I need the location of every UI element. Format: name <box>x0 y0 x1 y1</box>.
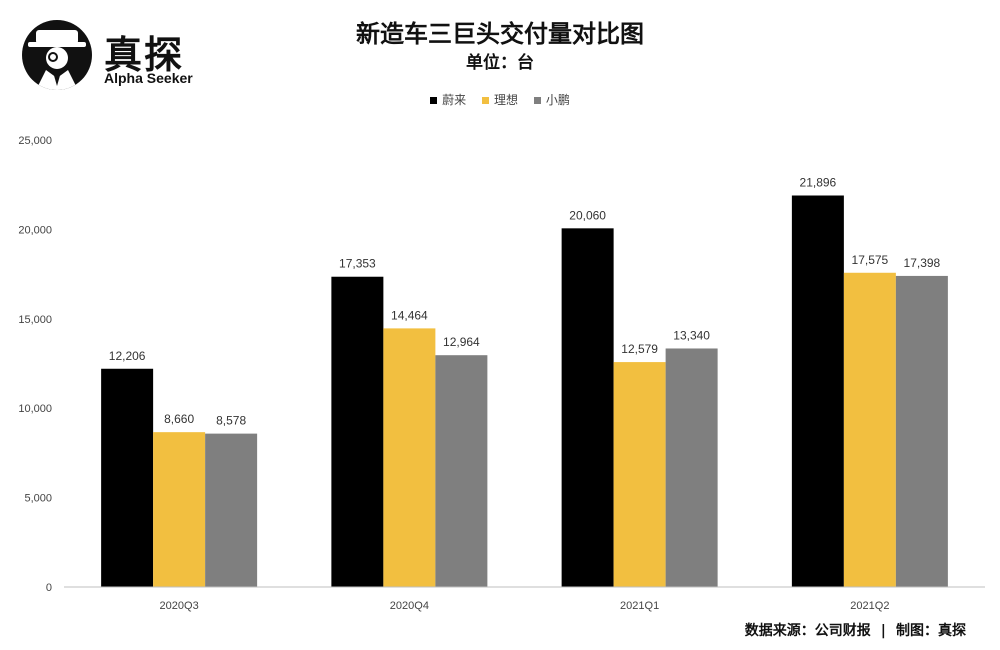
y-tick-label: 0 <box>46 582 52 594</box>
data-label: 12,579 <box>621 342 658 356</box>
bar-li <box>383 328 436 587</box>
data-label: 8,578 <box>216 414 246 428</box>
data-label: 8,660 <box>164 412 194 426</box>
data-label: 12,206 <box>109 349 146 363</box>
data-label: 21,896 <box>800 175 837 189</box>
bar-li <box>153 432 206 587</box>
bar-xpeng <box>435 355 488 587</box>
detective-logo-icon <box>22 20 92 90</box>
data-label: 17,398 <box>904 256 941 270</box>
bar-xpeng <box>205 433 258 587</box>
x-tick-label: 2021Q1 <box>620 600 659 612</box>
y-tick-label: 15,000 <box>18 314 52 326</box>
legend-label-li: 理想 <box>493 93 518 107</box>
legend-swatch-nio <box>430 97 438 104</box>
y-tick-label: 25,000 <box>18 135 52 147</box>
x-tick-label: 2020Q4 <box>390 600 429 612</box>
bar-nio <box>101 368 154 587</box>
chart-subtitle: 单位：台 <box>466 53 534 73</box>
bar-xpeng <box>665 348 718 587</box>
bar-nio <box>331 276 384 587</box>
x-tick-label: 2021Q2 <box>850 600 889 612</box>
legend-item-nio: 蔚来 <box>430 91 466 108</box>
bar-xpeng <box>895 275 948 587</box>
legend-item-xpeng: 小鹏 <box>533 91 570 108</box>
x-tick-label: 2020Q3 <box>160 600 199 612</box>
data-label: 17,575 <box>852 253 889 267</box>
data-label: 17,353 <box>339 257 376 271</box>
legend-swatch-li <box>481 97 489 104</box>
data-label: 13,340 <box>673 328 710 342</box>
data-label: 12,964 <box>443 335 480 349</box>
legend-swatch-xpeng <box>533 97 541 104</box>
data-label: 14,464 <box>391 308 428 322</box>
bar-nio <box>561 228 614 587</box>
chart-title: 新造车三巨头交付量对比图 <box>356 19 644 48</box>
logo-subtitle: Alpha Seeker <box>104 70 193 86</box>
source-note: 数据来源：公司财报 | 制图：真探 <box>744 623 966 639</box>
bar-nio <box>791 195 844 588</box>
legend-label-xpeng: 小鹏 <box>545 93 570 107</box>
bar-li <box>613 362 666 587</box>
y-tick-label: 10,000 <box>18 403 52 415</box>
logo-brand: 真探 <box>104 32 185 77</box>
bar-li <box>843 272 896 587</box>
data-label: 20,060 <box>569 208 606 222</box>
y-tick-label: 5,000 <box>24 493 52 505</box>
legend-label-nio: 蔚来 <box>442 93 467 107</box>
legend: 蔚来 理想 小鹏 <box>0 91 1000 108</box>
logo: 真探 Alpha Seeker <box>14 12 214 90</box>
y-tick-label: 20,000 <box>18 224 52 236</box>
legend-item-li: 理想 <box>481 91 518 108</box>
